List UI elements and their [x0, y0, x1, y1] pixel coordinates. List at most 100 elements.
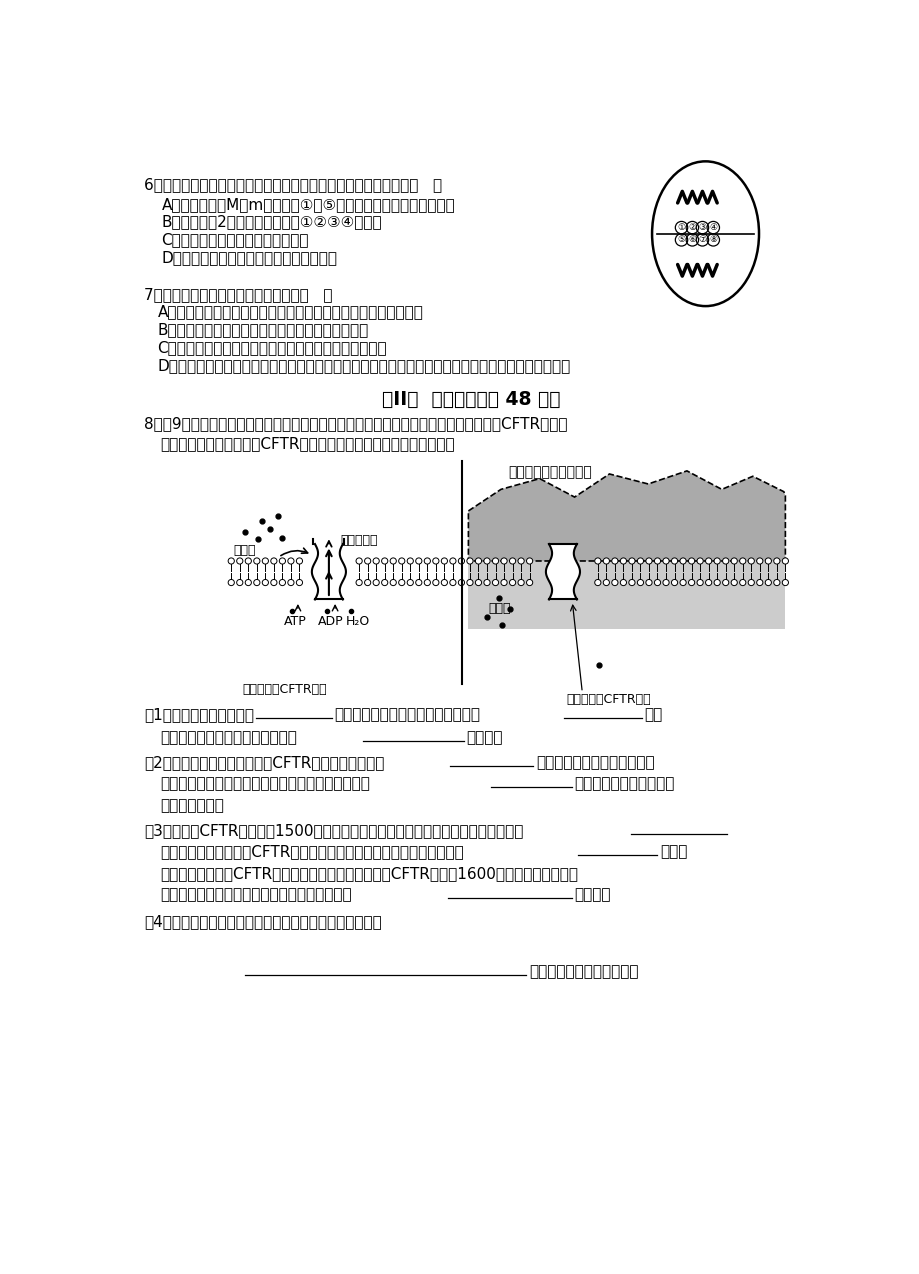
Text: ⑤: ⑤ — [676, 236, 685, 245]
Circle shape — [697, 558, 702, 564]
Circle shape — [407, 580, 413, 586]
Circle shape — [671, 558, 677, 564]
Circle shape — [262, 558, 268, 564]
Circle shape — [653, 558, 660, 564]
Text: （1）图中所示为细胞膜的: （1）图中所示为细胞膜的 — [144, 707, 255, 722]
Circle shape — [236, 580, 243, 586]
Circle shape — [236, 558, 243, 564]
Text: 个核苷酸组成。有一种CFTR基因突变会导致肽链错误折叠，使蛋白质的: 个核苷酸组成。有一种CFTR基因突变会导致肽链错误折叠，使蛋白质的 — [160, 845, 463, 860]
Circle shape — [373, 580, 379, 586]
Circle shape — [381, 580, 388, 586]
Circle shape — [713, 580, 720, 586]
Circle shape — [653, 580, 660, 586]
Circle shape — [509, 580, 516, 586]
Text: （3）正常的CFTR蛋白约由1500个氨基酸组成，直接指导该蛋白质合成的模板至少由: （3）正常的CFTR蛋白约由1500个氨基酸组成，直接指导该蛋白质合成的模板至少… — [144, 823, 523, 838]
Circle shape — [466, 558, 472, 564]
Text: D．随着光合生物的出现，大气中有了氧气，为好氧生物的出现创造了条件，这一事实体现了共同进化: D．随着光合生物的出现，大气中有了氧气，为好氧生物的出现创造了条件，这一事实体现… — [157, 358, 571, 373]
Circle shape — [415, 580, 422, 586]
Text: ATP: ATP — [284, 615, 306, 628]
Circle shape — [671, 580, 677, 586]
Text: （2）在正常细胞内，氯离子在CFTR蛋白的协助下通过: （2）在正常细胞内，氯离子在CFTR蛋白的协助下通过 — [144, 755, 384, 769]
Circle shape — [781, 580, 788, 586]
Text: 功能正常的CFTR蛋白: 功能正常的CFTR蛋白 — [243, 683, 327, 696]
Text: 子在细胞外浓度逐渐升高，水分子向膜外扩散的速度: 子在细胞外浓度逐渐升高，水分子向膜外扩散的速度 — [160, 777, 369, 791]
Circle shape — [517, 558, 524, 564]
Circle shape — [509, 558, 516, 564]
Text: B．该细胞有2个染色体组，其中①②③④为一组: B．该细胞有2个染色体组，其中①②③④为一组 — [162, 214, 381, 229]
Circle shape — [245, 558, 251, 564]
Text: 黏稠的分泌物不断积累: 黏稠的分泌物不断积累 — [508, 465, 592, 479]
Circle shape — [458, 558, 464, 564]
Circle shape — [279, 580, 285, 586]
Text: ⑦: ⑦ — [698, 236, 706, 245]
Circle shape — [781, 558, 788, 564]
Circle shape — [424, 580, 430, 586]
Text: ①: ① — [676, 223, 685, 232]
Text: ，氯: ，氯 — [643, 707, 662, 722]
Circle shape — [270, 580, 277, 586]
Text: 基因发生突变，下图表示CFTR蛋白在氯离子跨膜运输过程中的作用。: 基因发生突变，下图表示CFTR蛋白在氯离子跨膜运输过程中的作用。 — [160, 436, 454, 451]
Text: ⑥: ⑥ — [687, 236, 696, 245]
Circle shape — [629, 580, 634, 586]
Text: （4）载体蛋白的合成过程涉及的遗传信息的传递方向为：: （4）载体蛋白的合成过程涉及的遗传信息的传递方向为： — [144, 915, 381, 930]
Text: C．生殖隔离是物种形成的必要条件，是生物进化的实质: C．生殖隔离是物种形成的必要条件，是生物进化的实质 — [157, 340, 387, 355]
Circle shape — [398, 558, 404, 564]
Circle shape — [373, 558, 379, 564]
Text: 决定的。: 决定的。 — [466, 730, 502, 745]
Circle shape — [756, 558, 762, 564]
Circle shape — [356, 558, 362, 564]
Circle shape — [731, 558, 736, 564]
Text: 结构发: 结构发 — [659, 845, 686, 860]
Circle shape — [765, 558, 771, 564]
Circle shape — [262, 580, 268, 586]
Circle shape — [270, 558, 277, 564]
Text: ④: ④ — [709, 223, 717, 232]
Circle shape — [629, 558, 634, 564]
Circle shape — [432, 558, 438, 564]
Circle shape — [679, 580, 686, 586]
Circle shape — [611, 580, 618, 586]
Text: ，使覆盖于肺部细胞表面: ，使覆盖于肺部细胞表面 — [574, 777, 675, 791]
Circle shape — [721, 558, 728, 564]
Text: ③: ③ — [698, 223, 706, 232]
Circle shape — [526, 558, 532, 564]
Polygon shape — [545, 544, 579, 600]
Circle shape — [288, 580, 294, 586]
Circle shape — [773, 558, 779, 564]
Text: 6．右图示某雄性二倍体生物正在进行分裂的细胞，叙述正确的是（   ）: 6．右图示某雄性二倍体生物正在进行分裂的细胞，叙述正确的是（ ） — [144, 177, 442, 192]
Circle shape — [441, 558, 447, 564]
Circle shape — [637, 558, 643, 564]
Polygon shape — [312, 544, 346, 600]
Circle shape — [713, 558, 720, 564]
Circle shape — [483, 580, 490, 586]
Text: 第II卷  非选择题（共 48 分）: 第II卷 非选择题（共 48 分） — [381, 390, 561, 409]
Circle shape — [773, 580, 779, 586]
Circle shape — [458, 580, 464, 586]
Circle shape — [381, 558, 388, 564]
Circle shape — [594, 580, 600, 586]
Circle shape — [483, 558, 490, 564]
Circle shape — [663, 580, 668, 586]
Circle shape — [697, 580, 702, 586]
Text: A．若等位基因M和m分别位于①和⑤上，则一定是基因突变的结果: A．若等位基因M和m分别位于①和⑤上，则一定是基因突变的结果 — [162, 196, 455, 211]
Text: 等特点。: 等特点。 — [574, 888, 610, 902]
Circle shape — [245, 580, 251, 586]
Text: 方式转运至细胞外，随着氯离: 方式转运至细胞外，随着氯离 — [535, 755, 653, 769]
Text: 生改变，从而影响CFTR蛋白的正常功能。目前已发现CFTR基因有1600多种突变，都能导致: 生改变，从而影响CFTR蛋白的正常功能。目前已发现CFTR基因有1600多种突变… — [160, 866, 577, 880]
Circle shape — [739, 580, 745, 586]
Circle shape — [526, 580, 532, 586]
Circle shape — [517, 580, 524, 586]
Circle shape — [432, 580, 438, 586]
Text: 异常关闭的CFTR蛋白: 异常关闭的CFTR蛋白 — [566, 693, 651, 706]
Circle shape — [390, 580, 396, 586]
Text: C．该细胞分裂后直接产生两个精子: C．该细胞分裂后直接产生两个精子 — [162, 232, 309, 247]
Circle shape — [611, 558, 618, 564]
Text: 氯离子: 氯离子 — [488, 601, 510, 615]
Text: 氯离子: 氯离子 — [233, 544, 255, 557]
Circle shape — [356, 580, 362, 586]
Circle shape — [449, 580, 456, 586]
Text: B．生物多样性的形成也就是新物种不断形成的过程: B．生物多样性的形成也就是新物种不断形成的过程 — [157, 322, 369, 338]
Circle shape — [705, 558, 711, 564]
Circle shape — [288, 558, 294, 564]
Circle shape — [279, 558, 285, 564]
